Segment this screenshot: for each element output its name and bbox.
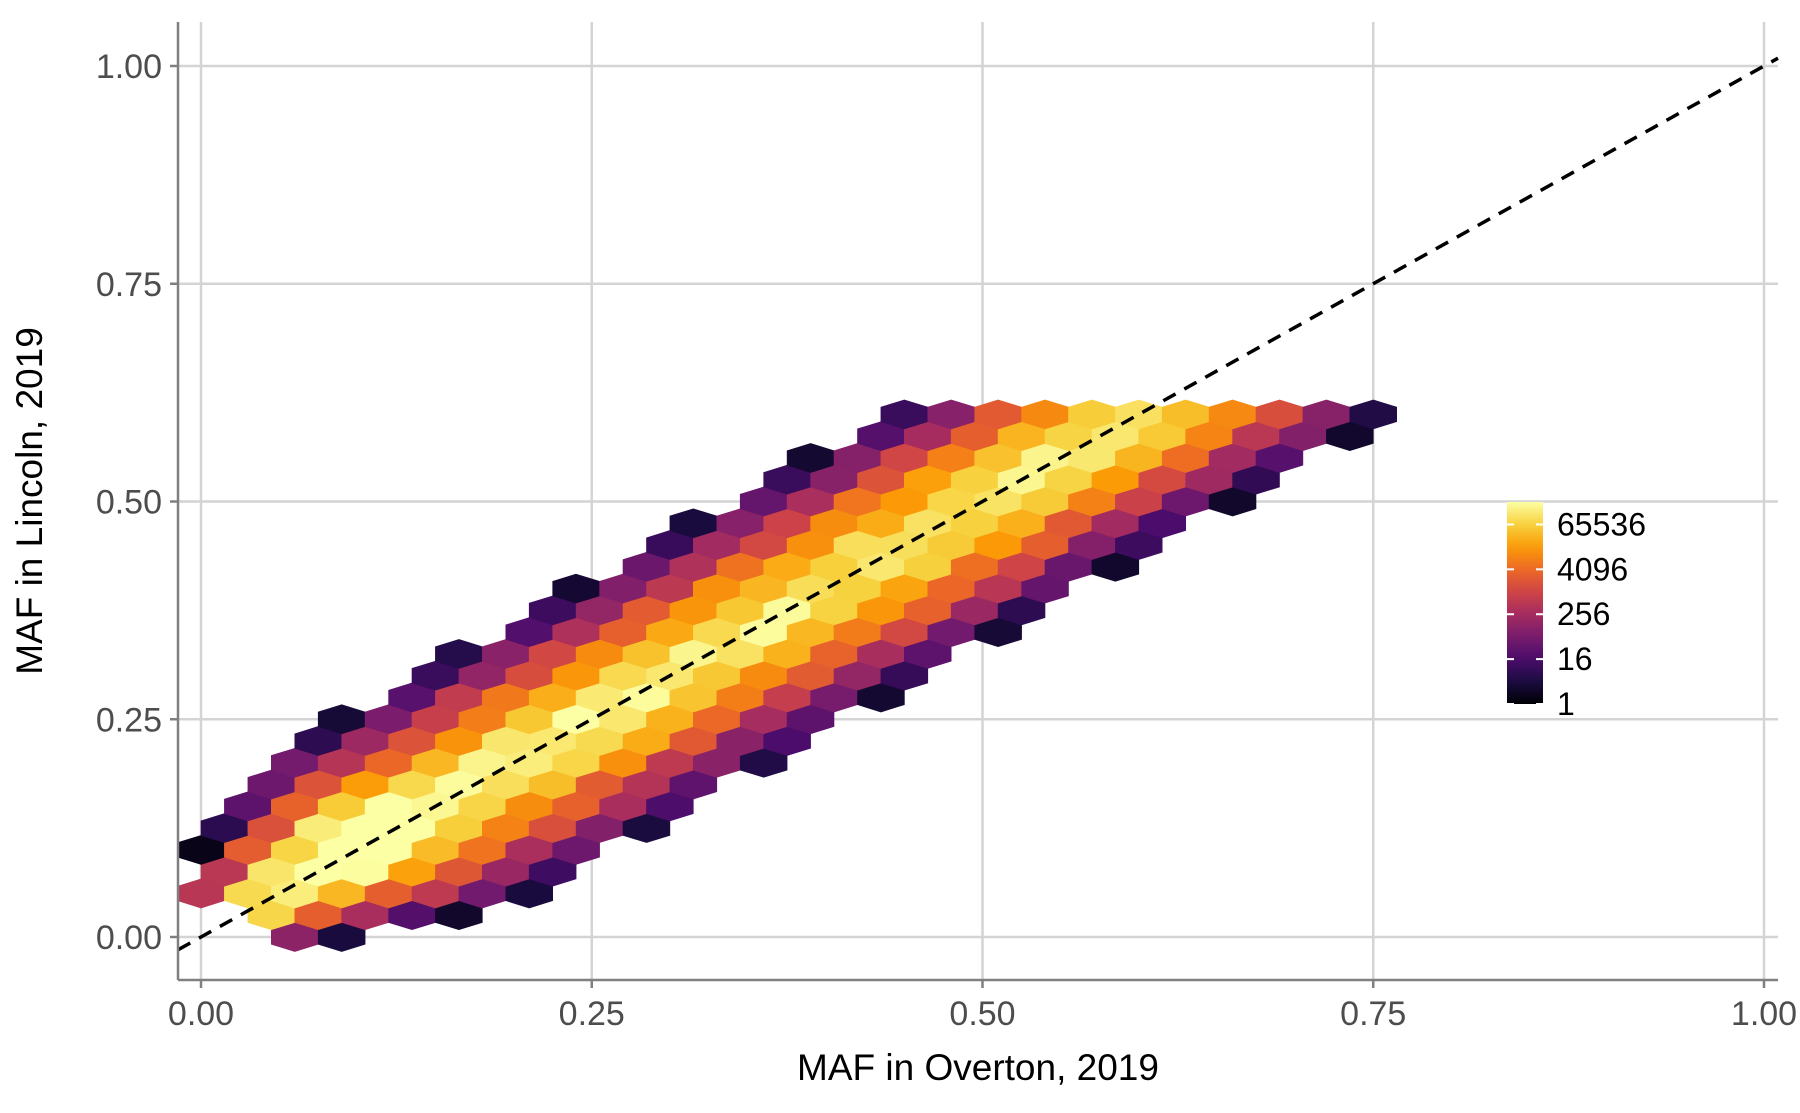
tick-labels: 0.00 0.25 0.50 0.75 1.00 0.00 0.25 0.50 0.75 1.00 xyxy=(96,48,1797,1033)
y-tick-label-2: 0.50 xyxy=(96,484,162,522)
x-tick-label-1: 0.25 xyxy=(559,995,625,1033)
identity-reference-line xyxy=(177,56,1779,952)
hex-bin-248 xyxy=(1349,399,1397,430)
legend-color-bar xyxy=(1507,502,1543,704)
legend-label-0: 1 xyxy=(1557,686,1575,722)
color-legend: 1 16 256 4096 65536 xyxy=(1507,502,1646,722)
reference-line-layer xyxy=(177,56,1779,952)
legend-label-3: 4096 xyxy=(1557,551,1628,587)
y-tick-label-4: 1.00 xyxy=(96,48,162,86)
legend-label-2: 256 xyxy=(1557,596,1610,632)
y-tick-label-3: 0.75 xyxy=(96,266,162,304)
x-tick-label-4: 1.00 xyxy=(1731,995,1797,1033)
legend-label-4: 65536 xyxy=(1557,506,1646,542)
x-tick-label-2: 0.50 xyxy=(949,995,1015,1033)
x-axis-title: MAF in Overton, 2019 xyxy=(797,1047,1159,1088)
legend-label-1: 16 xyxy=(1557,641,1593,677)
y-tick-label-0: 0.00 xyxy=(96,919,162,957)
x-tick-label-0: 0.00 xyxy=(168,995,234,1033)
x-tick-label-3: 0.75 xyxy=(1340,995,1406,1033)
y-axis-title: MAF in Lincoln, 2019 xyxy=(9,327,50,675)
hexbin-layer xyxy=(177,399,1397,952)
y-tick-label-1: 0.25 xyxy=(96,701,162,739)
